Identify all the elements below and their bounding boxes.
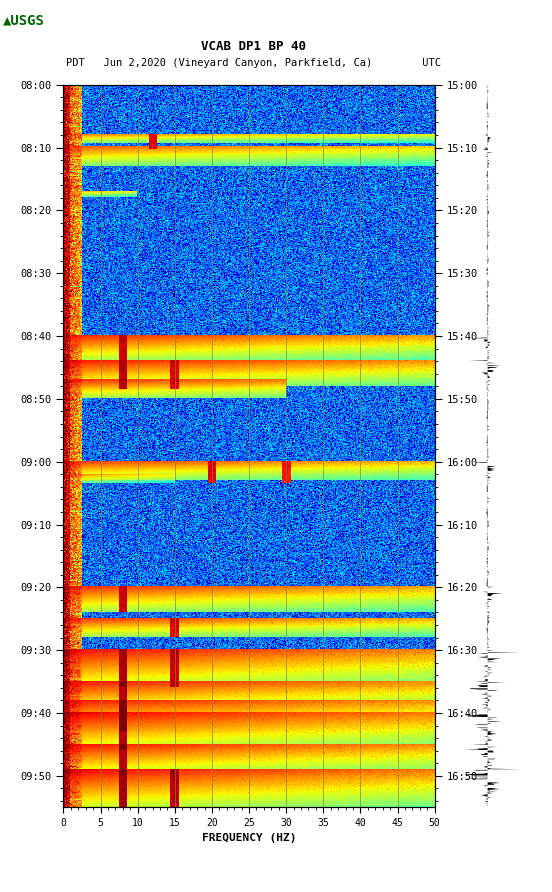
Text: ▲USGS: ▲USGS bbox=[3, 13, 45, 27]
Text: PDT   Jun 2,2020 (Vineyard Canyon, Parkfield, Ca)        UTC: PDT Jun 2,2020 (Vineyard Canyon, Parkfie… bbox=[66, 58, 442, 68]
X-axis label: FREQUENCY (HZ): FREQUENCY (HZ) bbox=[202, 833, 296, 843]
Text: VCAB DP1 BP 40: VCAB DP1 BP 40 bbox=[201, 40, 306, 54]
